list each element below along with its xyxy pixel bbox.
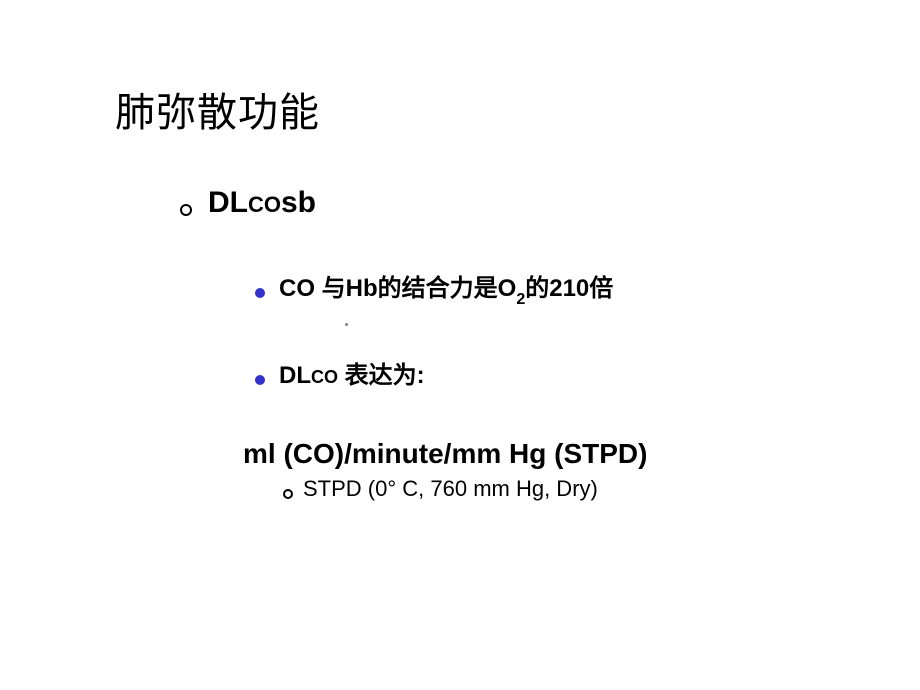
disc-bullet-icon xyxy=(255,375,265,385)
level1-text: DLCOsb xyxy=(208,186,316,220)
stpd-text: STPD (0° C, 760 mm Hg, Dry) xyxy=(303,476,598,502)
b1p1: CO 与Hb的结合力是O xyxy=(279,275,516,302)
slide-title: 肺弥散功能 xyxy=(115,80,820,138)
txt-dl: DL xyxy=(208,186,248,219)
slide: 肺弥散功能 DLCOsb CO 与Hb的结合力是O2的210倍 DLCO 表达为… xyxy=(0,0,920,690)
units-line: ml (CO)/minute/mm Hg (STPD) xyxy=(243,438,820,470)
b2p2: 表达为: xyxy=(338,362,425,389)
b2p1: DL xyxy=(279,362,311,389)
stpd-line: STPD (0° C, 760 mm Hg, Dry) xyxy=(283,476,820,502)
hollow-bullet-icon xyxy=(283,489,293,499)
level2-text-2: DLCO 表达为: xyxy=(279,355,425,390)
b1sub: 2 xyxy=(516,291,525,308)
units-block: ml (CO)/minute/mm Hg (STPD) STPD (0° C, … xyxy=(243,438,820,502)
b2small: CO xyxy=(311,367,338,387)
b1p2: 的210倍 xyxy=(525,275,613,302)
txt-co: CO xyxy=(248,192,281,217)
decorative-dot xyxy=(345,323,348,326)
hollow-bullet-icon xyxy=(180,204,192,216)
level1-item: DLCOsb xyxy=(180,186,820,220)
level2-text-1: CO 与Hb的结合力是O2的210倍 xyxy=(279,268,613,307)
level2-item-1: CO 与Hb的结合力是O2的210倍 xyxy=(255,268,820,307)
disc-bullet-icon xyxy=(255,288,265,298)
level2-item-2: DLCO 表达为: xyxy=(255,355,820,390)
txt-sb: sb xyxy=(281,186,316,219)
